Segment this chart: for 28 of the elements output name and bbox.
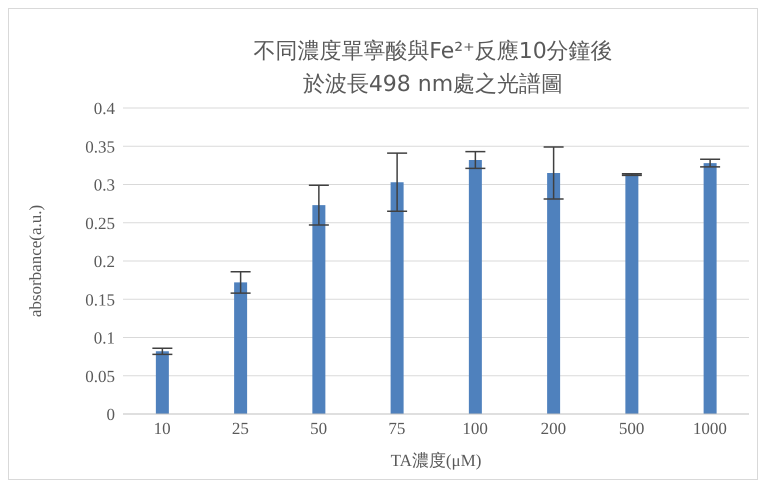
bar (390, 182, 404, 414)
bar (547, 173, 560, 414)
bar (468, 160, 482, 414)
x-tick-label: 100 (462, 419, 488, 438)
x-tick-label: 500 (618, 419, 644, 438)
bar (704, 163, 717, 414)
x-tick-label: 200 (540, 419, 566, 438)
x-tick-label: 75 (388, 419, 406, 438)
y-tick-label: 0.4 (94, 99, 116, 118)
y-tick-label: 0.25 (85, 214, 115, 233)
y-tick-label: 0.35 (85, 137, 115, 156)
x-axis-title: TA濃度(μM) (390, 451, 482, 470)
y-tick-label: 0.3 (94, 176, 115, 195)
y-tick-label: 0.15 (85, 290, 115, 310)
y-axis-title: absorbance(a.u.) (26, 204, 46, 318)
chart-title: 不同濃度單寧酸與Fe²⁺反應10分鐘後於波長498 nm處之光譜圖 (252, 38, 614, 99)
bar (312, 205, 326, 414)
bar (625, 174, 638, 414)
bar (156, 351, 169, 414)
x-tick-label: 10 (154, 419, 171, 438)
y-tick-label: 0 (106, 405, 115, 424)
y-tick-label: 0.05 (85, 366, 115, 386)
x-tick-label: 25 (232, 419, 249, 438)
x-tick-label: 50 (310, 419, 328, 438)
y-tick-label: 0.1 (94, 328, 115, 348)
y-tick-label: 0.2 (94, 252, 115, 272)
bar (234, 282, 248, 414)
x-tick-label: 1000 (692, 419, 727, 438)
